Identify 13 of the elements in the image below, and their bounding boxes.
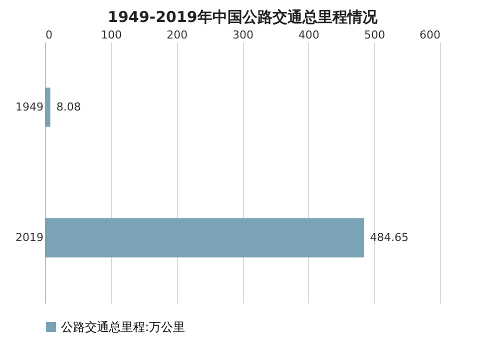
x-tick-label: 400 [298,28,320,42]
y-tick-label: 2019 [16,230,44,244]
chart-title: 1949-2019年中国公路交通总里程情况 [108,8,378,26]
x-tick-label: 200 [166,28,188,42]
data-label: 484.65 [370,230,409,244]
legend-label: 公路交通总里程:万公里 [61,320,186,334]
data-label: 8.08 [56,100,81,114]
y-tick-label: 1949 [16,100,44,114]
x-tick-label: 100 [100,28,122,42]
x-tick-label: 300 [232,28,254,42]
x-tick-label: 0 [46,28,52,42]
x-tick-label: 500 [364,28,386,42]
x-tick-label: 600 [420,28,440,42]
